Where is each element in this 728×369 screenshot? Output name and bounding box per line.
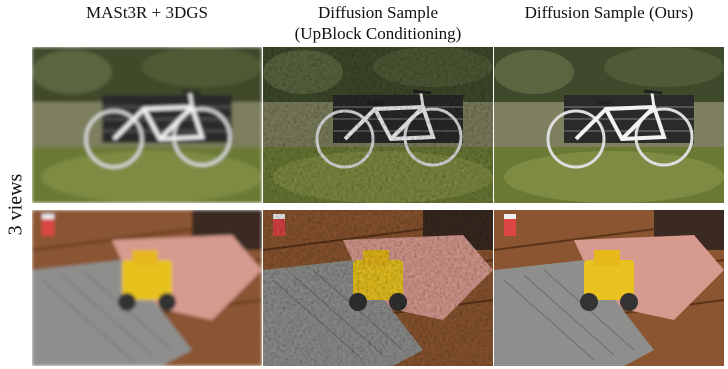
row-label: 3 views bbox=[5, 155, 28, 255]
header-line: Diffusion Sample (Ours) bbox=[494, 2, 724, 23]
image-tile bbox=[263, 47, 493, 203]
image-tile bbox=[494, 47, 724, 203]
image-tile bbox=[32, 210, 262, 366]
scene bbox=[263, 210, 493, 366]
scene bbox=[494, 210, 724, 366]
column-header: Diffusion Sample(UpBlock Conditioning) bbox=[263, 2, 493, 44]
image-tile bbox=[263, 210, 493, 366]
figure: MASt3R + 3DGS Diffusion Sample(UpBlock C… bbox=[0, 0, 728, 369]
image-tile bbox=[32, 47, 262, 203]
column-header: MASt3R + 3DGS bbox=[32, 2, 262, 23]
scene bbox=[32, 47, 262, 203]
header-line: Diffusion Sample bbox=[263, 2, 493, 23]
scene bbox=[32, 210, 262, 366]
scene bbox=[263, 47, 493, 203]
column-header: Diffusion Sample (Ours) bbox=[494, 2, 724, 23]
scene bbox=[494, 47, 724, 203]
header-line: MASt3R + 3DGS bbox=[32, 2, 262, 23]
image-tile bbox=[494, 210, 724, 366]
header-line: (UpBlock Conditioning) bbox=[263, 23, 493, 44]
